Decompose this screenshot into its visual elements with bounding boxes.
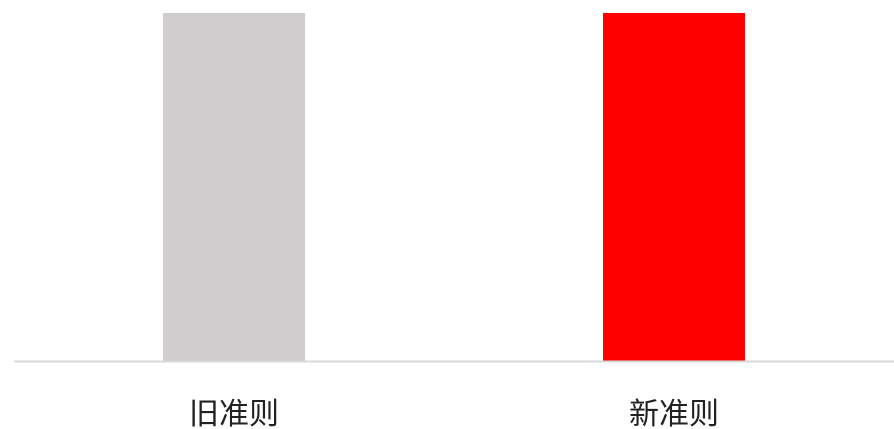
bars-group (163, 13, 745, 361)
category-label-2: 新准则 (629, 397, 719, 429)
category-label-1: 旧准则 (189, 397, 279, 429)
category-labels-group: 旧准则 新准则 (189, 397, 719, 429)
bar-1 (163, 13, 305, 361)
bar-2 (603, 13, 745, 361)
